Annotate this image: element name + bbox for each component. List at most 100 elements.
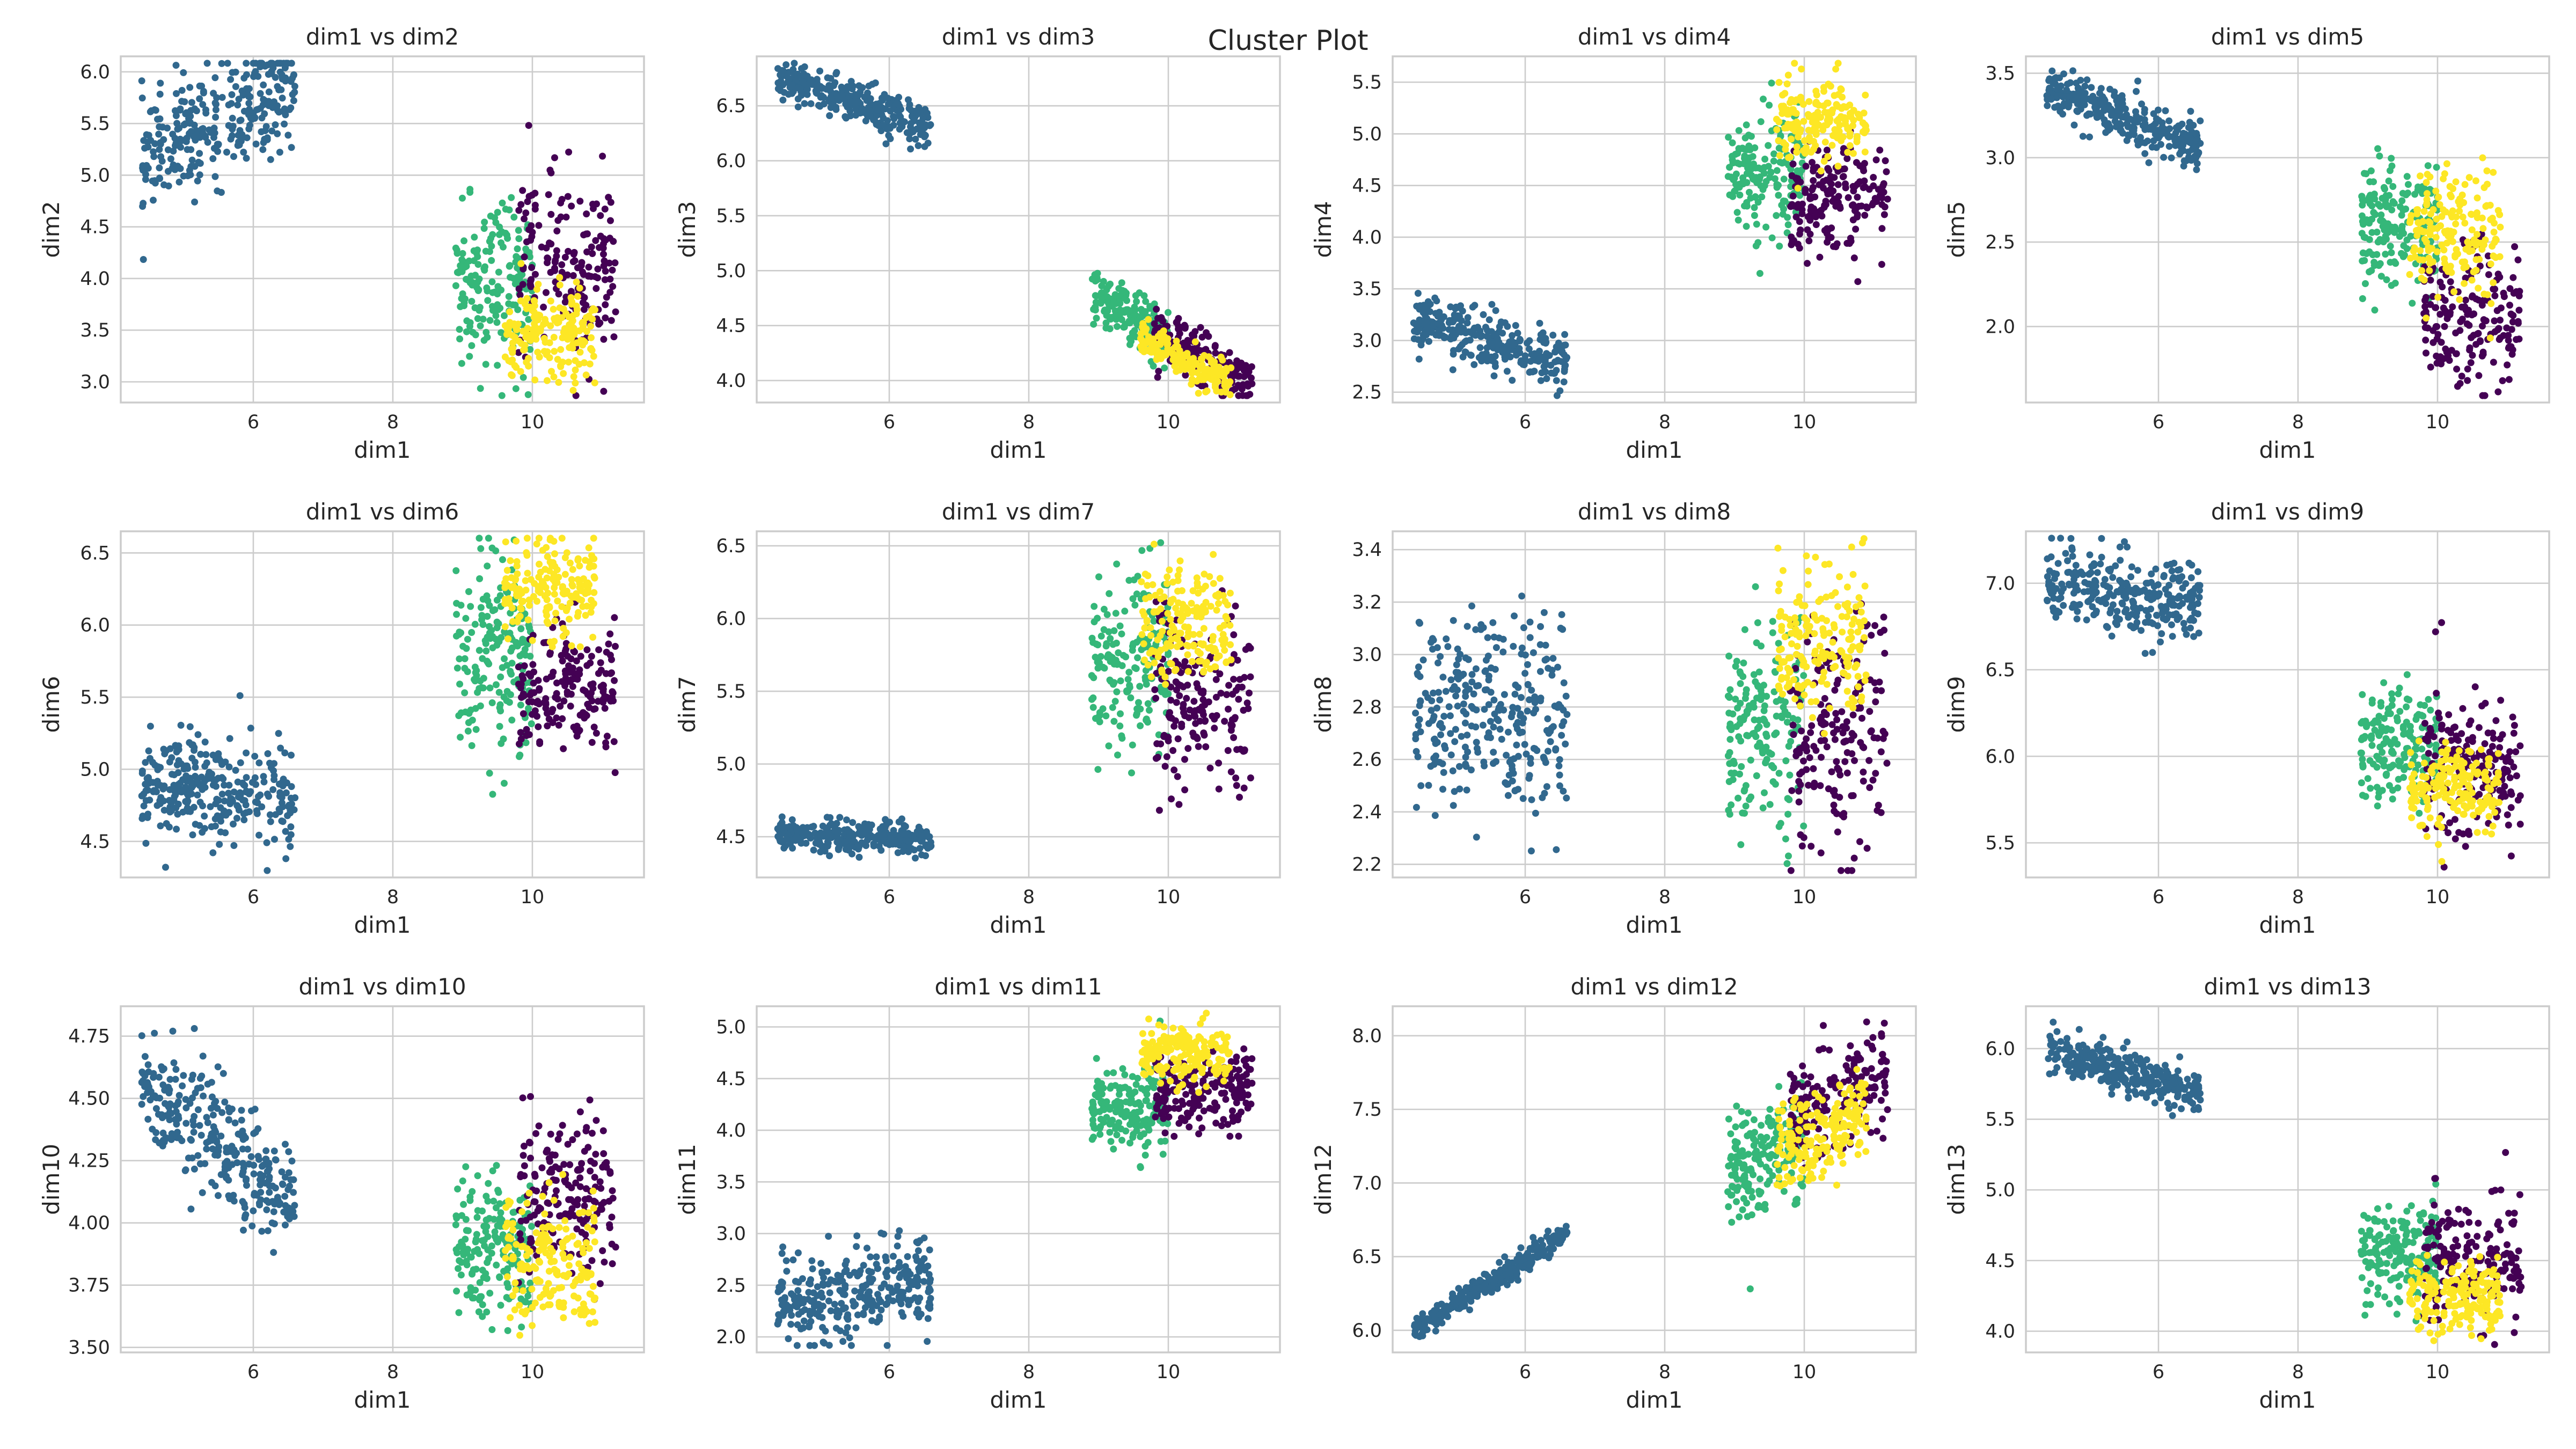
data-point: [1204, 365, 1211, 373]
figure-title: Cluster Plot: [1208, 25, 1368, 57]
data-point: [1843, 155, 1851, 162]
data-point: [599, 152, 606, 160]
y-tick-label: 6.5: [716, 96, 746, 117]
data-point: [2376, 236, 2384, 243]
data-point: [499, 199, 506, 207]
data-point: [918, 832, 925, 840]
y-tick-label: 4.0: [716, 370, 746, 392]
data-point: [1092, 298, 1100, 306]
data-point: [561, 298, 569, 306]
data-point: [550, 334, 558, 341]
data-point: [596, 319, 604, 327]
data-point: [2162, 107, 2169, 114]
data-point: [1824, 238, 1831, 246]
data-point: [1192, 720, 1199, 727]
data-point: [175, 742, 182, 750]
data-point: [1162, 351, 1170, 358]
data-point: [524, 569, 531, 577]
data-point: [2418, 267, 2426, 274]
data-point: [1138, 547, 1146, 554]
data-point: [258, 803, 266, 810]
data-point: [468, 742, 475, 749]
data-point: [2096, 109, 2103, 117]
data-point: [1206, 764, 1214, 772]
data-point: [469, 279, 476, 286]
data-point: [228, 91, 236, 98]
data-point: [609, 266, 616, 274]
data-point: [2425, 244, 2432, 251]
data-point: [519, 281, 526, 288]
data-point: [1090, 320, 1097, 328]
data-point: [1130, 640, 1137, 647]
data-point: [557, 346, 565, 353]
data-point: [2141, 150, 2149, 157]
data-point: [1125, 576, 1133, 584]
data-point: [2475, 372, 2483, 379]
data-point: [1785, 111, 1792, 118]
data-point: [552, 257, 559, 264]
data-point: [1091, 271, 1099, 279]
data-point: [565, 247, 572, 255]
data-point: [517, 201, 525, 208]
data-point: [572, 327, 579, 334]
data-point: [1791, 60, 1798, 67]
data-point: [1845, 125, 1853, 132]
data-point: [2490, 279, 2497, 287]
data-point: [1784, 221, 1792, 229]
data-point: [207, 129, 215, 136]
data-point: [2133, 87, 2140, 95]
data-point: [138, 77, 145, 85]
data-point: [516, 652, 524, 660]
data-point: [586, 360, 594, 368]
data-point: [230, 821, 237, 828]
data-point: [489, 644, 496, 652]
data-point: [285, 836, 292, 843]
data-point: [1141, 308, 1149, 316]
data-point: [243, 774, 250, 781]
data-point: [196, 171, 203, 179]
data-point: [2477, 338, 2484, 345]
scatter-points: [1410, 60, 1891, 399]
data-point: [151, 106, 158, 113]
data-point: [2420, 208, 2428, 215]
data-point: [199, 101, 207, 108]
data-point: [1849, 182, 1857, 190]
data-point: [1502, 355, 1509, 362]
data-point: [193, 107, 200, 114]
data-point: [1535, 357, 1542, 365]
data-point: [843, 114, 850, 121]
data-point: [557, 702, 564, 710]
x-tick-label: 6: [2153, 412, 2164, 433]
data-point: [172, 140, 180, 147]
y-axis-label: dim4: [1310, 201, 1336, 258]
data-point: [243, 134, 251, 142]
data-point: [603, 733, 611, 740]
data-point: [882, 140, 890, 148]
data-point: [2044, 102, 2051, 109]
data-point: [2117, 127, 2124, 134]
data-point: [570, 248, 578, 256]
data-point: [2481, 392, 2489, 399]
data-point: [607, 217, 614, 224]
data-point: [532, 335, 540, 343]
data-point: [1826, 175, 1834, 182]
data-point: [1521, 352, 1529, 360]
data-point: [513, 558, 521, 565]
data-point: [211, 74, 219, 82]
data-point: [554, 696, 561, 702]
data-point: [497, 329, 505, 336]
data-point: [1241, 674, 1248, 681]
data-point: [227, 135, 235, 143]
data-point: [497, 239, 505, 246]
data-point: [232, 766, 239, 774]
data-point: [138, 94, 146, 102]
data-point: [177, 135, 184, 143]
data-point: [2482, 317, 2490, 325]
data-point: [590, 723, 598, 731]
data-point: [555, 379, 562, 386]
data-point: [543, 574, 551, 582]
data-point: [1093, 314, 1100, 322]
data-point: [482, 647, 490, 655]
data-point: [218, 94, 226, 101]
subplot-title: dim1 vs dim6: [306, 499, 459, 525]
